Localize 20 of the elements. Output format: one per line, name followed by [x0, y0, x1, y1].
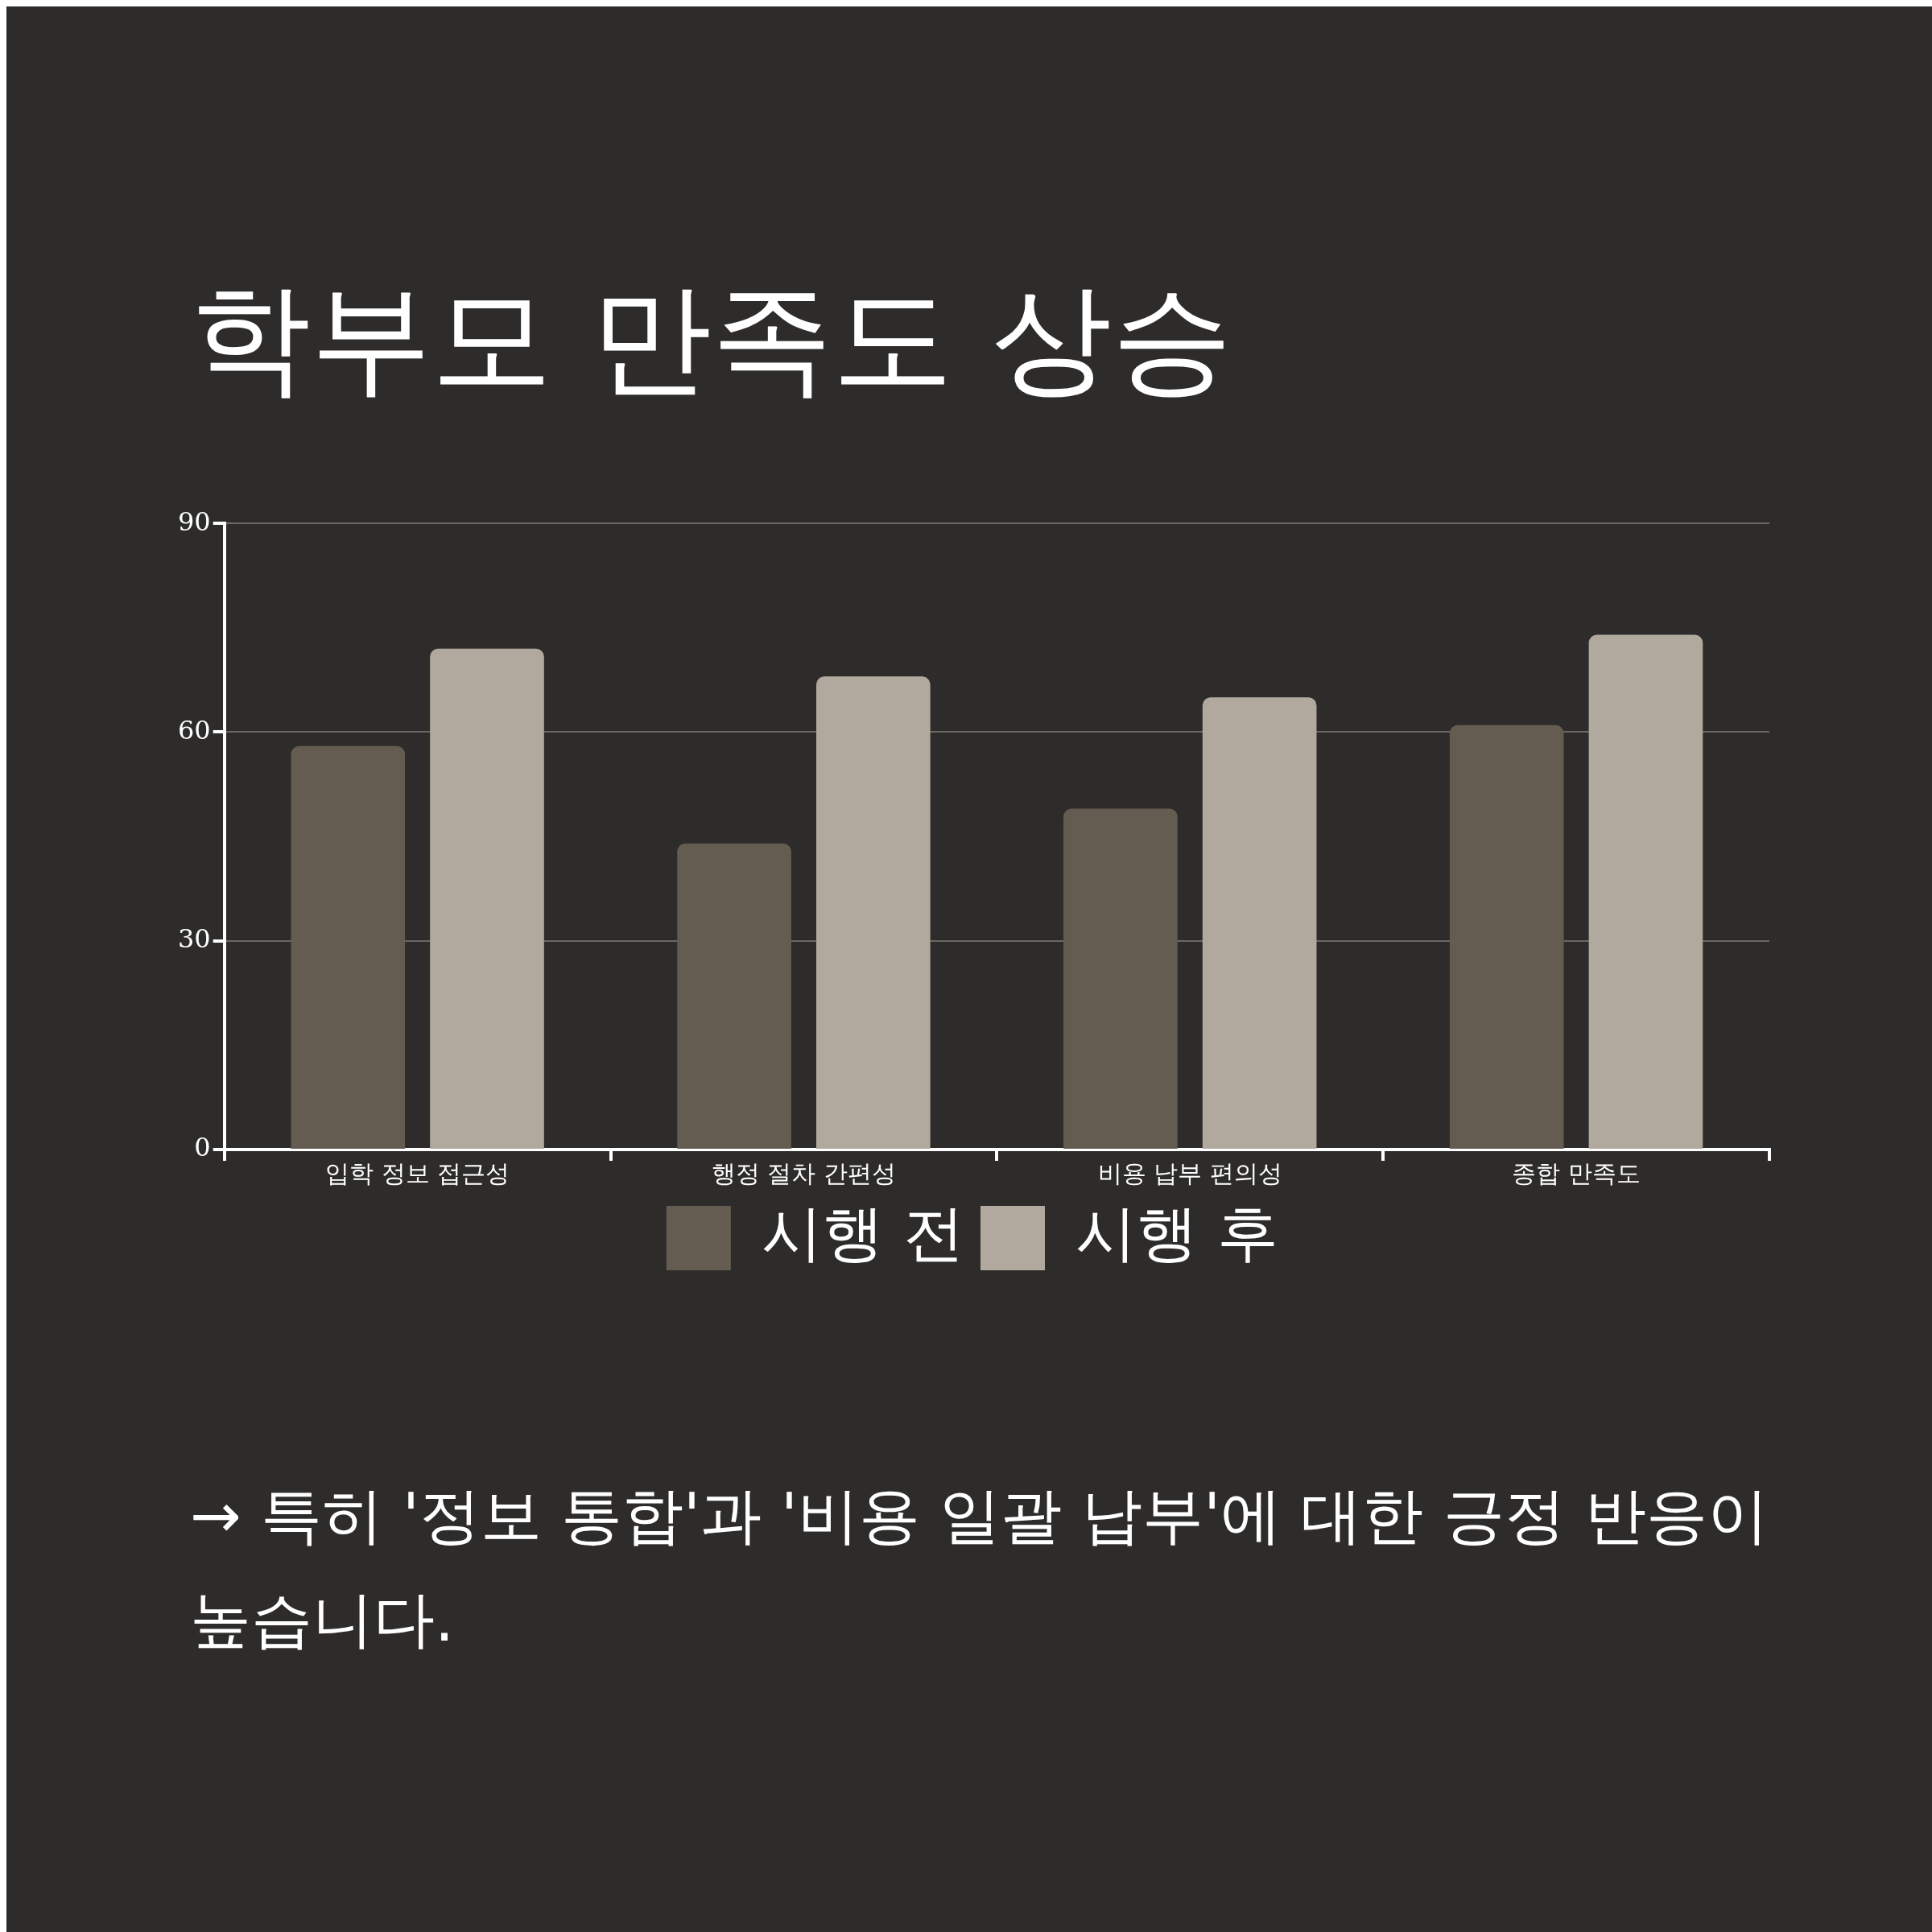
bar	[430, 648, 544, 1149]
legend-label: 시행 후	[1075, 1196, 1279, 1269]
bar	[1588, 634, 1703, 1149]
x-tick-label: 종합 만족도	[1512, 1158, 1641, 1187]
bar	[1202, 697, 1317, 1149]
bar	[1449, 724, 1564, 1149]
bar	[1063, 808, 1178, 1149]
x-tick-label: 비용 납부 편의성	[1097, 1158, 1282, 1187]
bar	[816, 676, 931, 1149]
legend-label: 시행 전	[761, 1196, 965, 1269]
y-tick-label: 30	[178, 923, 211, 955]
bar	[677, 843, 791, 1149]
x-tick-label: 입학 정보 접근성	[325, 1158, 510, 1187]
y-tick-label: 60	[178, 714, 211, 745]
bar	[291, 745, 406, 1149]
text: → 특히 '정보 통합'과 '비용 일괄 납부'에 대한 긍정 반응이 높습니다.	[190, 1479, 1769, 1657]
y-tick-label: 90	[178, 506, 211, 537]
y-tick-label: 0	[194, 1132, 211, 1163]
x-tick-label: 행정 절차 간편성	[711, 1158, 896, 1187]
chart-title: 학부모 만족도 상승	[190, 268, 1233, 408]
